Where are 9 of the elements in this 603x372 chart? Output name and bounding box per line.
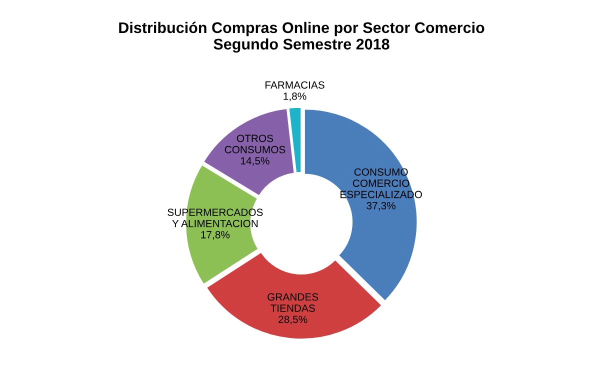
- data-label: 14,5%: [241, 157, 270, 166]
- slice-label: OTROS CONSUMOS: [224, 134, 286, 154]
- data-label: 1,8%: [284, 92, 306, 102]
- data-label: 28,5%: [278, 316, 308, 324]
- data-label: 17,8%: [201, 231, 230, 240]
- slice-label: GRANDES TIENDAS: [268, 293, 318, 312]
- slice-label: FARMACIAS: [266, 81, 324, 89]
- chart-title: Distribución Compras Online por Sector Comercio Segundo Semestre 2018: [119, 22, 484, 53]
- data-label: 37,3%: [366, 202, 396, 211]
